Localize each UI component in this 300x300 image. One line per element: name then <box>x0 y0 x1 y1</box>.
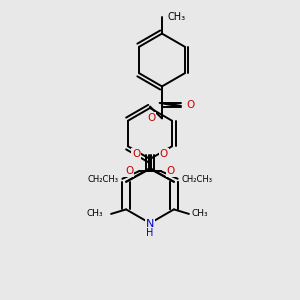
Text: N: N <box>146 219 154 229</box>
Text: CH₃: CH₃ <box>86 209 103 218</box>
Text: H: H <box>146 228 154 238</box>
Text: O: O <box>125 166 134 176</box>
Text: CH₂CH₃: CH₂CH₃ <box>88 175 119 184</box>
Text: CH₂CH₃: CH₂CH₃ <box>181 175 212 184</box>
Text: CH₃: CH₃ <box>167 12 185 22</box>
Text: O: O <box>160 149 168 159</box>
Text: CH₃: CH₃ <box>192 209 208 218</box>
Text: O: O <box>167 166 175 176</box>
Text: O: O <box>147 113 155 124</box>
Text: O: O <box>132 149 140 159</box>
Text: O: O <box>186 100 194 110</box>
